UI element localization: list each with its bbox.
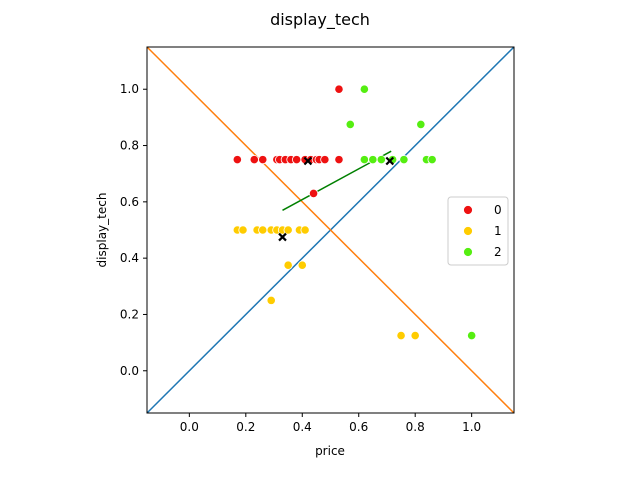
x-axis-label: price [315, 444, 345, 458]
x-tick-label: 0.6 [349, 420, 368, 434]
x-tick-label: 0.4 [293, 420, 312, 434]
centroid-stroke [278, 232, 287, 242]
scatter-point-series-2 [345, 119, 355, 130]
y-tick-label: 0.8 [120, 139, 139, 153]
x-tick-label: 0.8 [406, 420, 425, 434]
scatter-point-series-2 [399, 155, 409, 165]
scatter-point-series-0 [334, 155, 344, 165]
scatter-point-series-2 [416, 119, 426, 130]
x-tick-label: 0.2 [236, 420, 255, 434]
chart-title: display_tech [270, 10, 370, 30]
scatter-point-series-2 [427, 155, 437, 165]
x-tick-label: 1.0 [462, 420, 481, 434]
scatter-point-series-0 [292, 155, 302, 165]
scatter-point-series-2 [376, 155, 386, 165]
plot-frame [146, 46, 515, 414]
legend-marker-2 [463, 247, 473, 257]
scatter-point-series-0 [308, 188, 319, 198]
legend-label-0: 0 [494, 203, 502, 217]
legend-box [447, 196, 509, 266]
scatter-point-series-0 [232, 155, 242, 165]
legend: 0 1 2 [447, 196, 509, 266]
y-axis: 0.0 0.2 0.4 0.6 0.8 1.0 [120, 82, 147, 378]
scatter-point-series-0 [258, 155, 268, 165]
y-tick-label: 0.2 [120, 307, 139, 321]
scatter-point-series-1 [238, 225, 248, 235]
y-tick-label: 0.0 [120, 364, 139, 378]
y-tick-label: 1.0 [120, 82, 139, 96]
scatter-point-series-1 [283, 225, 293, 235]
scatter-point-series-0 [320, 155, 330, 165]
scatter-point-series-2 [467, 330, 477, 341]
y-axis-label: display_tech [95, 193, 109, 268]
centroid-marker [303, 156, 313, 166]
scatter-point-series-1 [258, 225, 268, 235]
centroid-marker [278, 232, 287, 242]
scatter-point-series-1 [396, 330, 406, 341]
scatter-point-series-1 [297, 260, 307, 270]
scatter-point-series-1 [410, 330, 420, 341]
legend-label-2: 2 [494, 245, 502, 259]
legend-marker-1 [463, 226, 473, 236]
y-tick-label: 0.4 [120, 251, 139, 265]
scatter-point-series-1 [300, 225, 310, 235]
legend-marker-0 [463, 205, 473, 215]
x-tick-label: 0.0 [180, 420, 199, 434]
legend-label-1: 1 [494, 224, 502, 238]
scatter-point-series-2 [359, 155, 369, 165]
scatter-point-series-0 [334, 84, 344, 94]
scatter-point-series-0 [249, 155, 259, 165]
reference-line-1 [147, 47, 514, 413]
centroid-stroke [303, 156, 313, 166]
x-axis: 0.0 0.2 0.4 0.6 0.8 1.0 [180, 413, 481, 434]
centroid-stroke [385, 156, 395, 166]
scatter-point-series-1 [283, 260, 293, 270]
scatter-point-series-2 [359, 84, 369, 94]
y-tick-label: 0.6 [120, 195, 139, 209]
scatter-point-series-1 [266, 295, 276, 305]
scatter-point-series-2 [368, 155, 378, 165]
centroid-marker [385, 156, 395, 166]
